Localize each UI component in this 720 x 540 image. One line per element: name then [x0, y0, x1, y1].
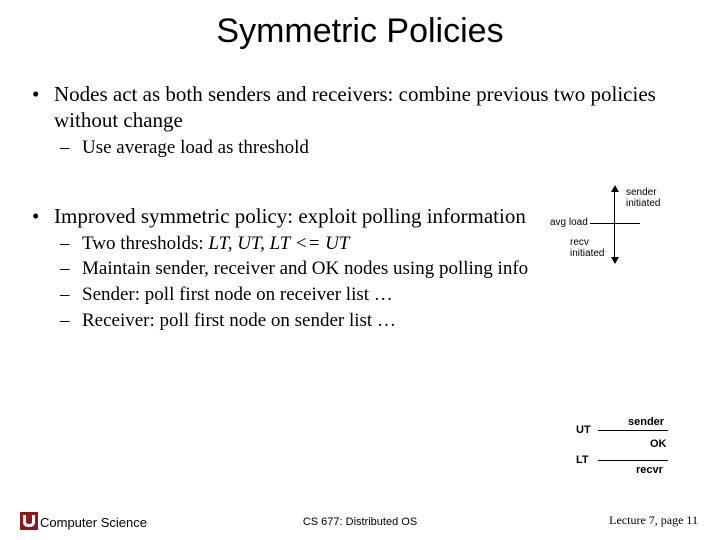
- bullet-1: Nodes act as both senders and receivers:…: [30, 81, 690, 159]
- bullet-2-sub-3: Sender: poll first node on receiver list…: [54, 283, 690, 307]
- slide-footer: Computer Science CS 677: Distributed OS …: [0, 508, 720, 530]
- label-recv-initiated: recv initiated: [570, 237, 604, 259]
- threshold-arrow-diagram: sender initiated avg load recv initiated: [550, 185, 680, 265]
- footer-right: Lecture 7, page 11: [609, 513, 698, 528]
- arrow-shaft: [614, 189, 615, 261]
- bullet-1-sub-1: Use average load as threshold: [54, 136, 690, 160]
- bullet-2-sub-1b: LT, UT, LT <= UT: [208, 233, 349, 254]
- slide-title: Symmetric Policies: [30, 12, 690, 51]
- avg-load-line: [590, 223, 640, 224]
- label-sender: sender: [628, 416, 664, 428]
- footer-left: Computer Science: [20, 512, 147, 530]
- lt-line: [598, 460, 668, 461]
- umass-logo-icon: [20, 512, 38, 530]
- label-recvr: recvr: [636, 464, 663, 476]
- label-avg-load: avg load: [550, 217, 588, 228]
- label-ok: OK: [650, 438, 667, 450]
- bullet-2-sub-4: Receiver: poll first node on sender list…: [54, 309, 690, 333]
- footer-left-text: Computer Science: [40, 515, 147, 530]
- bullet-1-text: Nodes act as both senders and receivers:…: [54, 82, 656, 132]
- ut-line: [598, 430, 668, 431]
- footer-center: CS 677: Distributed OS: [303, 516, 417, 528]
- arrow-down-icon: [611, 257, 619, 264]
- bullet-2-sub-1a: Two thresholds:: [82, 233, 208, 254]
- label-sender-initiated: sender initiated: [626, 187, 660, 209]
- arrow-up-icon: [611, 185, 619, 192]
- label-lt: LT: [576, 454, 589, 466]
- label-ut: UT: [576, 424, 591, 436]
- ut-lt-diagram: UT LT sender OK recvr: [550, 416, 680, 482]
- bullet-2-text: Improved symmetric policy: exploit polli…: [54, 204, 526, 228]
